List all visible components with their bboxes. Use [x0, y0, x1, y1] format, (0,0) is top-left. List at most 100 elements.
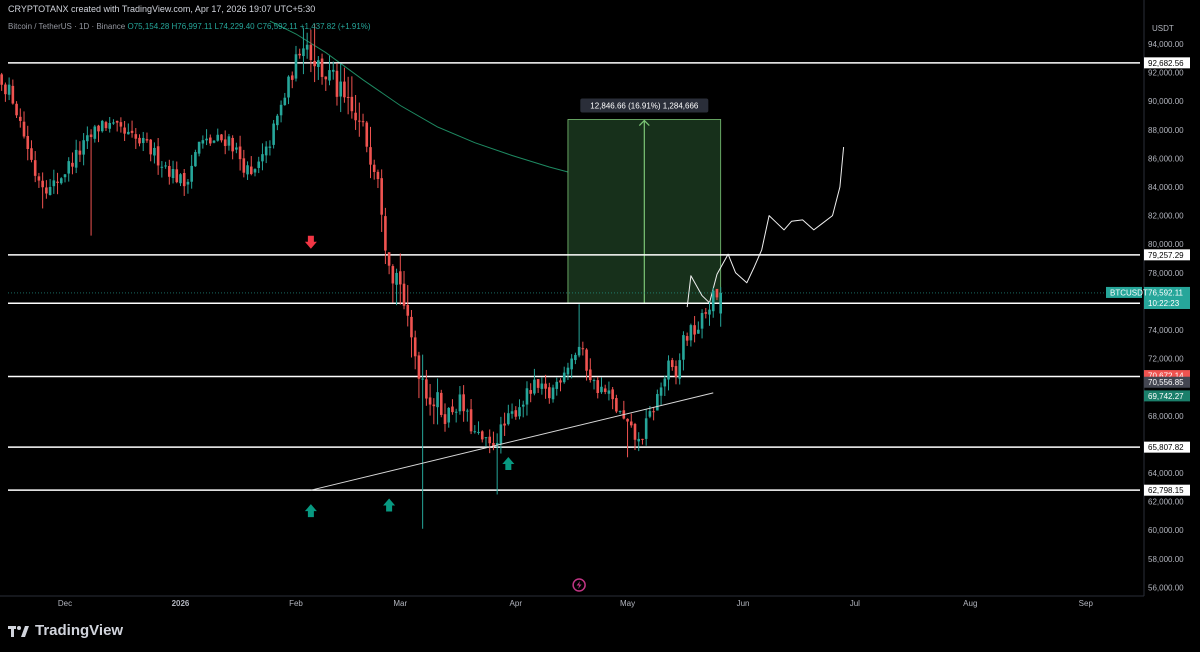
- candle: [257, 156, 261, 174]
- candle: [484, 437, 488, 447]
- projection-label-bg: [580, 98, 709, 113]
- tradingview-logo[interactable]: TradingView: [8, 622, 123, 639]
- candle: [641, 438, 644, 445]
- buy-arrow-icon: [502, 456, 515, 470]
- candle-body: [603, 388, 607, 392]
- candle-body: [637, 438, 641, 442]
- candle: [287, 75, 290, 105]
- candle: [26, 125, 30, 161]
- candle: [618, 410, 622, 414]
- candle-body: [402, 283, 406, 306]
- candle-body: [141, 137, 145, 144]
- candle: [112, 119, 115, 125]
- candle: [387, 252, 391, 275]
- candle: [264, 141, 268, 164]
- candle-body: [194, 152, 197, 167]
- candle: [551, 384, 555, 403]
- candle: [115, 120, 119, 132]
- level-price-tag-label: 65,807.82: [1148, 443, 1184, 452]
- candle-body: [220, 134, 223, 141]
- candle-body: [216, 134, 220, 141]
- candle: [626, 418, 629, 458]
- y-tick-label: 62,000.00: [1148, 498, 1184, 507]
- candle: [473, 425, 477, 434]
- candle: [37, 172, 41, 188]
- candle: [581, 341, 585, 356]
- candle-body: [328, 70, 331, 81]
- candle: [235, 142, 238, 154]
- candle: [168, 159, 171, 185]
- candle-body: [678, 360, 682, 379]
- candle: [443, 403, 447, 432]
- candle-body: [335, 70, 339, 97]
- candle-body: [253, 169, 257, 173]
- candle: [577, 304, 581, 358]
- indicator-price-tag: [1144, 390, 1190, 402]
- candle-body: [59, 178, 63, 184]
- candle: [145, 132, 149, 143]
- candle: [529, 383, 532, 403]
- candle: [689, 323, 693, 347]
- candle-body: [11, 85, 15, 104]
- candle: [570, 354, 573, 379]
- candle-body: [63, 174, 67, 178]
- candle-body: [682, 335, 685, 360]
- candle: [78, 141, 82, 162]
- candle: [510, 403, 514, 419]
- candle-body: [469, 409, 473, 432]
- candle-body: [331, 69, 335, 72]
- candle: [331, 61, 335, 80]
- candle-body: [574, 354, 577, 361]
- candles-layer: [0, 23, 722, 529]
- candle: [369, 126, 372, 179]
- candle-body: [164, 165, 167, 167]
- candle: [179, 173, 182, 187]
- candle: [514, 406, 518, 420]
- candle-body: [100, 120, 104, 132]
- tradingview-logo-icon: [8, 625, 29, 637]
- indicator-price-tag: [1144, 370, 1190, 382]
- candle: [697, 321, 700, 334]
- candle: [216, 128, 220, 142]
- candle: [674, 360, 678, 385]
- candle: [74, 139, 78, 174]
- candle-body: [488, 436, 492, 444]
- candle-body: [82, 140, 85, 155]
- candle: [413, 330, 417, 370]
- candle-body: [540, 383, 544, 389]
- candle: [365, 120, 369, 153]
- countdown-label: 10:22:23: [1148, 299, 1180, 308]
- candle: [141, 131, 145, 152]
- candle-body: [212, 140, 216, 143]
- candle-body: [708, 309, 711, 315]
- candle-body: [149, 139, 152, 155]
- candle: [454, 408, 458, 423]
- candle: [525, 381, 529, 416]
- candle: [253, 168, 257, 177]
- candle: [678, 353, 682, 385]
- candle-body: [406, 305, 410, 316]
- candle-body: [97, 125, 100, 132]
- candle: [201, 135, 205, 149]
- candle-body: [447, 408, 451, 423]
- candle-body: [134, 134, 138, 139]
- candle-body: [417, 355, 421, 379]
- candle: [350, 76, 354, 119]
- y-tick-label: 88,000.00: [1148, 126, 1184, 135]
- candle-body: [372, 164, 376, 172]
- candle: [339, 63, 342, 113]
- level-price-tag-label: 62,798.15: [1148, 486, 1184, 495]
- candle-body: [354, 112, 357, 121]
- candle-body: [689, 325, 693, 341]
- candle: [335, 63, 339, 106]
- candle-body: [261, 154, 264, 162]
- current-price-label: 76,592.11: [1148, 288, 1184, 297]
- candle: [156, 137, 160, 175]
- candle-body: [644, 418, 648, 439]
- ohlc-open: O75,154.28: [127, 22, 170, 31]
- candle: [22, 111, 26, 139]
- current-price-tag: [1144, 286, 1190, 309]
- candle-body: [533, 379, 536, 394]
- candle-body: [93, 126, 97, 139]
